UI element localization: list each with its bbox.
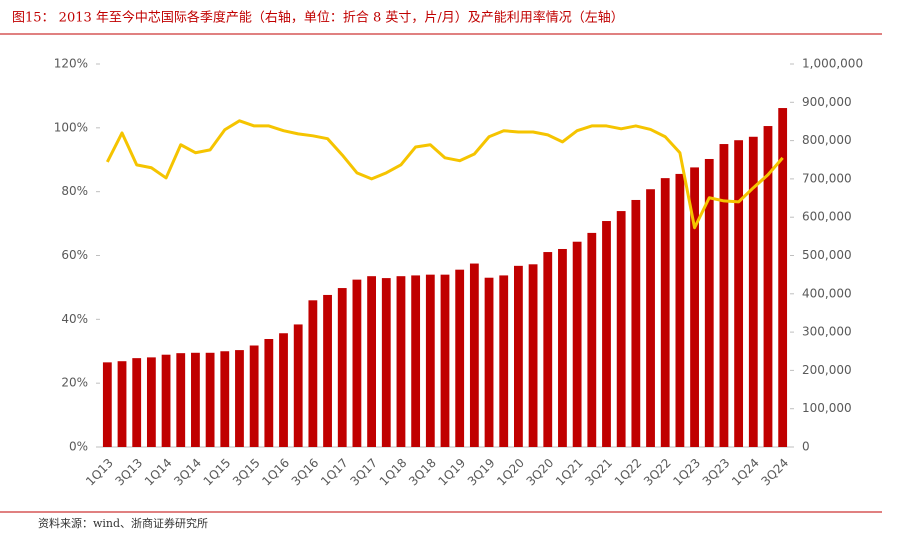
bar [704,158,714,447]
bar [102,362,112,447]
bar [675,173,685,447]
bar [367,276,376,447]
x-tick-label: 3Q24 [758,456,791,489]
x-tick-label: 3Q19 [465,456,498,489]
x-tick-label: 3Q20 [524,456,557,489]
y2-tick-label: 800,000 [802,133,852,147]
y2-tick-label: 200,000 [802,363,852,377]
bar [264,338,274,447]
bar [572,241,582,447]
bar [748,136,758,447]
bar [690,167,699,447]
x-tick-label: 1Q20 [494,456,527,489]
x-tick-label: 1Q23 [670,456,703,489]
x-tick-label: 3Q18 [406,456,439,489]
bar [499,275,509,447]
y-tick-label: 0% [69,440,88,454]
bar [396,276,406,447]
bar [293,324,303,447]
y-tick-label: 80% [61,184,88,198]
bar [763,126,773,448]
x-tick-label: 1Q21 [553,456,586,489]
y2-tick-label: 0 [802,440,810,454]
x-tick-label: 1Q22 [612,456,645,489]
x-tick-label: 3Q13 [113,456,146,489]
source: 资料来源：wind、浙商证券研究所 [38,516,208,530]
bar [440,274,450,447]
y2-tick-label: 300,000 [802,325,852,339]
bar [161,354,171,447]
bar [191,352,200,447]
y2-tick-label: 700,000 [802,171,852,185]
x-tick-label: 1Q24 [729,456,762,489]
y-tick-label: 20% [61,376,88,390]
chart-title: 图15： 2013 年至今中芯国际各季度产能（右轴，单位：折合 8 英寸，片/月… [12,10,624,26]
bar [469,263,479,447]
y2-tick-label: 600,000 [802,210,852,224]
y2-tick-label: 500,000 [802,248,852,262]
y-tick-label: 100% [54,120,88,134]
x-tick-label: 3Q23 [700,456,733,489]
x-tick-label: 3Q17 [347,456,380,489]
bar [323,294,332,447]
bar [646,189,655,447]
x-tick-label: 1Q15 [201,456,234,489]
line [106,119,784,230]
bar [205,352,215,447]
x-tick-label: 1Q19 [435,456,468,489]
bar [381,278,391,447]
bar [176,353,186,447]
y2-tick-label: 900,000 [802,95,852,109]
x-tick-label: 1Q13 [83,456,116,489]
x-tick-label: 1Q18 [377,456,410,489]
bar [337,288,347,447]
x-tick-label: 3Q21 [582,456,615,489]
bar [528,264,538,447]
bar [117,361,127,447]
bar [514,265,523,447]
bar [146,357,156,447]
x-tick-label: 1Q14 [142,456,175,489]
bar [235,350,244,447]
bar [411,275,421,447]
y2-tick-label: 400,000 [802,286,852,300]
bar [484,277,494,447]
x-tick-label: 3Q14 [171,456,204,489]
y-tick-label: 60% [61,248,88,262]
bar [543,252,553,447]
x-tick-label: 3Q16 [289,456,322,489]
y2-tick-label: 100,000 [802,401,852,415]
bar [132,358,142,447]
bar [719,144,729,447]
bar [660,178,670,447]
bar [249,345,259,447]
bar [616,211,626,447]
x-tick-label: 1Q17 [318,456,351,489]
x-tick-label: 1Q16 [259,456,292,489]
bar [308,300,318,447]
bar [631,199,641,447]
bar [602,221,611,447]
x-tick-label: 3Q15 [230,456,263,489]
bar [558,248,567,447]
x-tick-label: 3Q22 [641,456,674,489]
bar [734,140,744,448]
bar [587,232,597,447]
bar [778,108,788,448]
bar [425,274,435,447]
bar [455,269,465,447]
bar [279,333,288,447]
y2-tick-label: 1,000,000 [802,57,863,71]
y-tick-label: 120% [54,57,88,71]
y-tick-label: 40% [61,312,88,326]
bar [352,279,362,447]
bar [220,351,230,447]
